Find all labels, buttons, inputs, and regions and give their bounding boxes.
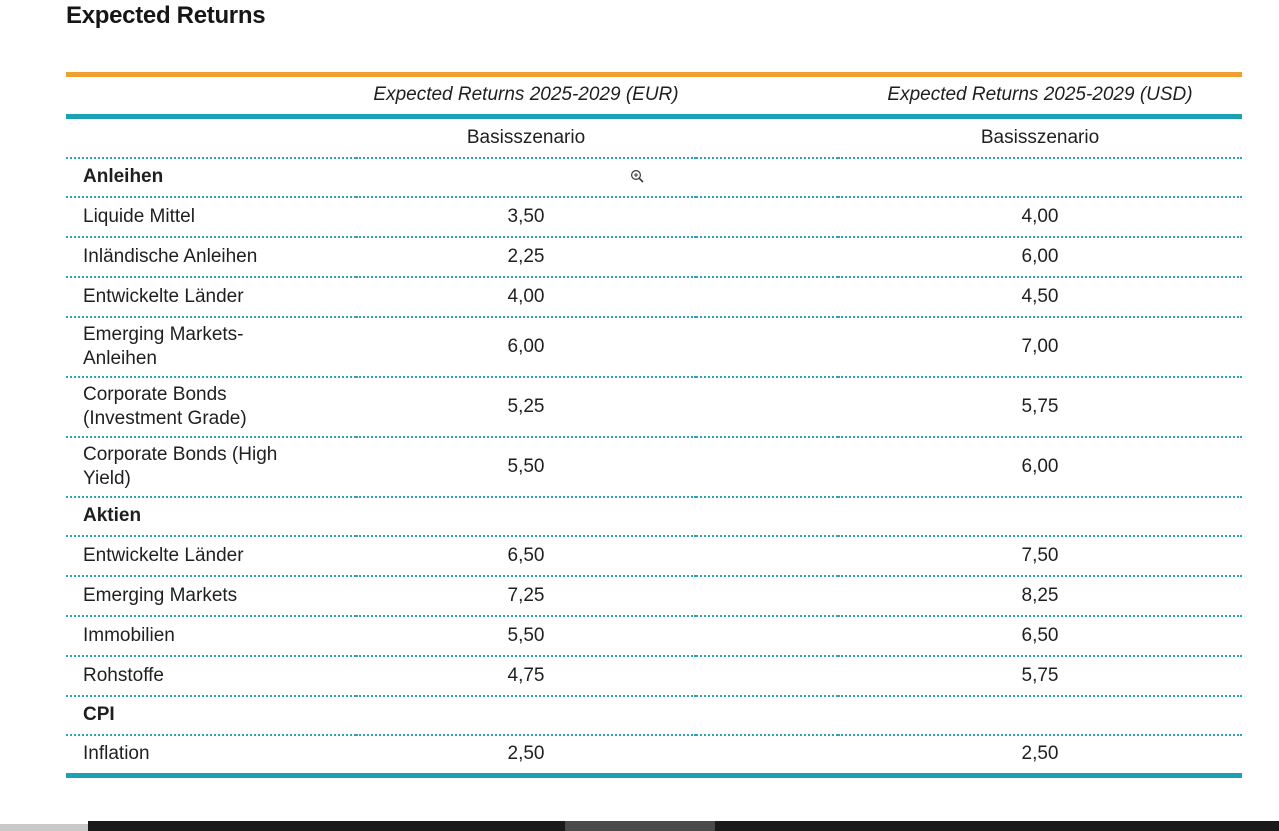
value-usd: 7,00 xyxy=(1021,336,1059,357)
value-eur: 3,50 xyxy=(507,206,545,227)
table-row: Inländische Anleihen 2,25 6,00 xyxy=(66,237,1242,277)
value-eur: 2,25 xyxy=(507,246,545,267)
value-usd: 5,75 xyxy=(1021,396,1059,417)
column-header-usd: Expected Returns 2025-2029 (USD) xyxy=(887,84,1193,106)
bottom-edge-left-segment xyxy=(0,824,88,831)
value-usd: 5,75 xyxy=(1021,665,1059,686)
row-label: Immobilien xyxy=(83,624,175,646)
subheader-spacer xyxy=(696,116,838,158)
value-eur: 5,25 xyxy=(507,396,545,417)
section-row: Anleihen xyxy=(66,158,1242,197)
subheader-eur: Basisszenario xyxy=(466,126,586,148)
value-usd: 4,00 xyxy=(1021,206,1059,227)
row-spacer xyxy=(696,237,838,277)
table-row: Emerging Markets- Anleihen 6,00 7,00 xyxy=(66,317,1242,377)
table-row: Entwickelte Länder 6,50 7,50 xyxy=(66,536,1242,576)
row-spacer xyxy=(696,656,838,696)
column-header-eur: Expected Returns 2025-2029 (EUR) xyxy=(373,84,679,106)
table-body: Anleihen Liquide Mittel 3,50 4,00 Inländisch… xyxy=(66,158,1242,775)
row-spacer xyxy=(696,536,838,576)
window-bottom-edge xyxy=(0,820,1279,831)
header-spacer xyxy=(66,77,356,116)
row-label: Inflation xyxy=(83,743,150,765)
row-label: Entwickelte Länder xyxy=(83,544,244,566)
row-label: Inländische Anleihen xyxy=(83,245,258,267)
table-row: Inflation 2,50 2,50 xyxy=(66,735,1242,775)
zoom-in-cursor-icon xyxy=(630,169,644,183)
value-eur: 6,00 xyxy=(507,336,545,357)
table-row: Corporate Bonds (High Yield) 5,50 6,00 xyxy=(66,437,1242,497)
returns-table: Expected Returns 2025-2029 (EUR) Expecte… xyxy=(66,77,1242,778)
column-header-row: Expected Returns 2025-2029 (EUR) Expecte… xyxy=(66,77,1242,116)
row-label: Corporate Bonds (High Yield) xyxy=(83,443,278,489)
bottom-edge-mid-segment xyxy=(565,821,715,831)
section-row: CPI xyxy=(66,696,1242,735)
value-eur: 7,25 xyxy=(507,585,545,606)
subheader-usd: Basisszenario xyxy=(980,126,1100,148)
subheader-row: Basisszenario Basisszenario xyxy=(66,116,1242,158)
value-usd: 7,50 xyxy=(1021,545,1059,566)
value-usd: 6,50 xyxy=(1021,625,1059,646)
value-eur: 5,50 xyxy=(507,625,545,646)
row-label: Emerging Markets xyxy=(83,584,238,606)
subheader-spacer xyxy=(66,116,356,158)
row-spacer xyxy=(696,197,838,237)
table-row: Entwickelte Länder 4,00 4,50 xyxy=(66,277,1242,317)
bottom-edge-dark-bar xyxy=(88,821,1279,831)
row-spacer xyxy=(696,576,838,616)
value-eur: 2,50 xyxy=(507,743,545,765)
section-label: Aktien xyxy=(83,505,142,527)
value-eur: 5,50 xyxy=(507,456,545,477)
header-spacer xyxy=(696,77,838,116)
value-usd: 2,50 xyxy=(1021,743,1059,765)
page-title: Expected Returns xyxy=(66,2,266,29)
value-usd: 4,50 xyxy=(1021,286,1059,307)
section-label: Anleihen xyxy=(83,166,164,188)
row-spacer xyxy=(696,437,838,497)
row-spacer xyxy=(696,735,838,775)
value-eur: 4,00 xyxy=(507,286,545,307)
row-label: Liquide Mittel xyxy=(83,205,195,227)
value-usd: 6,00 xyxy=(1021,456,1059,477)
table-row: Rohstoffe 4,75 5,75 xyxy=(66,656,1242,696)
table-row: Corporate Bonds (Investment Grade) 5,25 5,… xyxy=(66,377,1242,437)
value-usd: 6,00 xyxy=(1021,246,1059,267)
row-label: Corporate Bonds (Investment Grade) xyxy=(83,383,247,429)
table-row: Emerging Markets 7,25 8,25 xyxy=(66,576,1242,616)
value-eur: 6,50 xyxy=(507,545,545,566)
table-row: Immobilien 5,50 6,50 xyxy=(66,616,1242,656)
row-label: Emerging Markets- Anleihen xyxy=(83,323,244,369)
value-usd: 8,25 xyxy=(1021,585,1059,606)
section-label: CPI xyxy=(83,704,115,726)
row-spacer xyxy=(696,377,838,437)
row-label: Rohstoffe xyxy=(83,664,164,686)
row-spacer xyxy=(696,616,838,656)
row-spacer xyxy=(696,277,838,317)
expected-returns-table: Expected Returns 2025-2029 (EUR) Expecte… xyxy=(66,72,1242,778)
table-row: Liquide Mittel 3,50 4,00 xyxy=(66,197,1242,237)
row-label: Entwickelte Länder xyxy=(83,285,244,307)
section-row: Aktien xyxy=(66,497,1242,536)
value-eur: 4,75 xyxy=(507,665,545,686)
row-spacer xyxy=(696,317,838,377)
